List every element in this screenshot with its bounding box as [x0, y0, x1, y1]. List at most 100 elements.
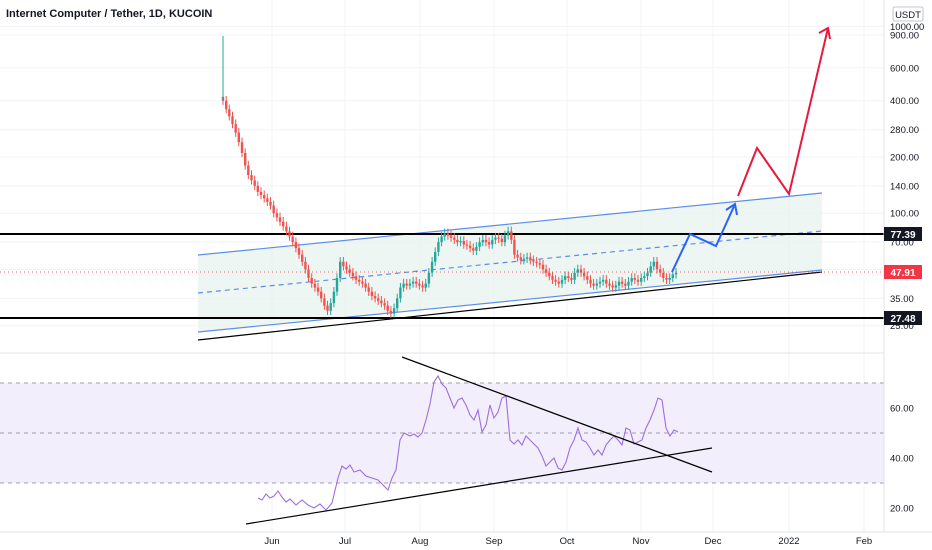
- candle-body: [348, 269, 351, 273]
- channel-lower-line: [197, 269, 823, 333]
- candle-body: [595, 283, 598, 286]
- price-tick-label: 100.00: [890, 209, 919, 220]
- candle-body: [652, 261, 655, 267]
- candle-body: [228, 109, 231, 117]
- candle-body: [418, 283, 421, 286]
- candle-body: [665, 278, 668, 280]
- current-price-badge-text: 47.91: [890, 268, 915, 279]
- candle-body: [608, 283, 611, 286]
- candle-body: [538, 263, 541, 265]
- candle-body: [484, 239, 488, 243]
- candle-body: [225, 100, 228, 110]
- candle-body: [259, 191, 263, 196]
- candle-body: [342, 261, 345, 267]
- support-trend-line: [197, 271, 823, 341]
- candle-body: [525, 257, 529, 259]
- candle-body: [601, 279, 605, 282]
- channel-fill: [198, 193, 822, 332]
- time-tick-label: Aug: [412, 536, 429, 547]
- candle-body: [586, 276, 589, 280]
- candle-body: [487, 242, 491, 245]
- candle-body: [519, 257, 522, 261]
- candle-body: [554, 279, 557, 282]
- time-tick-label: Jun: [264, 536, 279, 547]
- candle-body: [567, 276, 570, 278]
- currency-label: USDT: [895, 10, 921, 21]
- candle-body: [275, 213, 279, 218]
- candle-body: [459, 241, 462, 243]
- candle-body: [297, 248, 301, 255]
- candle-body: [282, 221, 285, 227]
- price-tick-label: 280.00: [890, 125, 919, 136]
- candle-body: [383, 303, 386, 306]
- candle-body: [367, 287, 370, 292]
- time-tick-label: 2022: [778, 536, 799, 547]
- candle-body: [440, 236, 443, 243]
- candle-body: [617, 281, 621, 286]
- candle-body: [313, 283, 317, 288]
- candle-body: [544, 269, 548, 273]
- candle-body: [500, 238, 503, 243]
- candle-body: [408, 283, 412, 286]
- projection-arrowhead-blue: [725, 202, 738, 216]
- candle-body: [503, 235, 507, 243]
- price-tick-label: 25.00: [890, 321, 914, 332]
- projection-path-blue: [671, 203, 736, 273]
- candle-body: [291, 236, 294, 243]
- rsi-tick-label: 20.00: [890, 504, 914, 515]
- chart-title: Internet Computer / Tether, 1D, KUCOIN: [6, 8, 212, 20]
- candle-body: [573, 272, 576, 280]
- candle-body: [456, 239, 459, 243]
- candle-body: [332, 291, 336, 304]
- candle-body: [478, 242, 481, 247]
- candle-body: [472, 248, 475, 251]
- candle-body: [364, 283, 367, 288]
- time-ticks[interactable]: Jun Jul Aug Sep Oct Nov Dec 2022 Feb: [264, 536, 872, 547]
- candle-body: [234, 124, 237, 133]
- candle-body: [551, 276, 554, 280]
- candle-body: [506, 231, 510, 236]
- candle-body: [320, 291, 323, 299]
- candle-body: [307, 269, 310, 278]
- candle-body: [462, 241, 465, 245]
- candle-body: [614, 285, 617, 288]
- candle-body: [516, 254, 519, 258]
- candle-body: [582, 272, 586, 277]
- candle-body: [446, 233, 450, 236]
- candle-body: [598, 281, 602, 284]
- candle-body: [278, 217, 282, 222]
- candle-body: [237, 132, 240, 143]
- candle-body: [453, 237, 456, 240]
- candle-body: [354, 276, 358, 280]
- candle-body: [560, 279, 564, 284]
- candle-body: [563, 276, 567, 280]
- price-tick-label: 70.00: [890, 238, 914, 249]
- candle-body: [643, 276, 646, 278]
- candle-body: [370, 291, 374, 297]
- price-tick-label: 600.00: [890, 63, 919, 74]
- time-tick-label: Sep: [486, 536, 503, 547]
- candle-body: [541, 264, 545, 270]
- level-badge-lower-text: 27.48: [890, 314, 915, 325]
- price-tick-label: 35.00: [890, 294, 914, 305]
- candle-body: [674, 272, 678, 275]
- candle-body: [345, 266, 348, 270]
- candle-body: [380, 300, 383, 304]
- candle-body: [361, 281, 364, 284]
- candle-body: [649, 266, 652, 273]
- currency-badge[interactable]: [892, 6, 924, 22]
- candle-body: [494, 237, 497, 240]
- candle-body: [358, 279, 361, 282]
- projection-arrowhead-red: [818, 26, 831, 40]
- candle-body: [427, 272, 431, 284]
- candle-body: [605, 279, 608, 284]
- candle-body: [310, 278, 313, 284]
- candle-body: [434, 252, 437, 262]
- candle-body: [399, 287, 402, 299]
- time-tick-label: Dec: [705, 536, 722, 547]
- candle-body: [529, 257, 532, 261]
- candle-body: [430, 261, 434, 273]
- candle-body: [557, 281, 560, 284]
- candle-body: [630, 278, 633, 282]
